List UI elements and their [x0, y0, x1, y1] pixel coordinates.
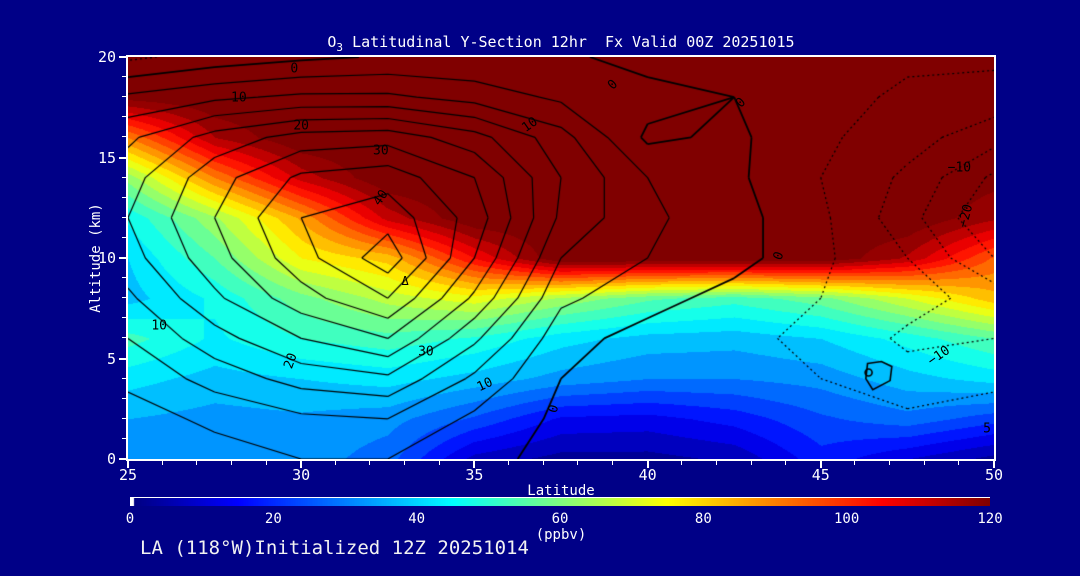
x-minor-tick: [958, 461, 960, 465]
x-tick-label: 25: [118, 466, 138, 484]
chart-title-rest: Latitudinal Y-Section 12hr Fx Valid 00Z …: [343, 33, 795, 51]
x-minor-tick: [404, 461, 406, 465]
x-axis-title: Latitude: [527, 483, 595, 499]
x-major-tick: [127, 461, 129, 468]
x-minor-tick: [542, 461, 544, 465]
contour-label: 30: [418, 344, 434, 360]
y-tick-label: 0: [106, 450, 116, 468]
y-minor-tick: [122, 196, 126, 198]
y-tick-label: 5: [106, 349, 116, 368]
x-major-tick: [993, 461, 995, 468]
y-major-tick: [119, 56, 126, 58]
x-minor-tick: [438, 461, 440, 465]
x-major-tick: [646, 461, 649, 468]
x-major-tick: [300, 461, 303, 468]
colorbar-tick-label: 40: [408, 511, 426, 527]
x-tick-label: 35: [465, 466, 484, 484]
contour-label: 0: [604, 77, 622, 94]
x-minor-tick: [715, 461, 717, 465]
y-major-tick: [119, 458, 126, 460]
y-minor-tick: [122, 417, 126, 419]
contour-label: 20: [293, 118, 310, 134]
x-minor-tick: [854, 461, 856, 465]
chart-title: O3 Latitudinal Y-Section 12hr Fx Valid 0…: [128, 33, 994, 54]
x-major-tick: [819, 461, 822, 468]
contour-label: −10: [924, 343, 953, 370]
y-tick-label: 10: [97, 249, 116, 267]
colorbar-tick-label: 20: [264, 511, 282, 527]
contour-label: 5: [983, 421, 991, 437]
x-minor-tick: [750, 461, 752, 465]
x-tick-label: 30: [292, 466, 311, 484]
y-minor-tick: [122, 297, 126, 299]
y-minor-tick: [122, 136, 126, 138]
field-max-marker: Δ: [401, 274, 409, 289]
x-minor-tick: [681, 461, 683, 465]
contour-label: 0: [545, 403, 563, 415]
y-major-tick: [119, 156, 126, 159]
y-tick-label: 20: [97, 48, 116, 66]
colorbar-tick-label: 80: [694, 511, 712, 527]
contour-labels-layer: 0 10 20 30 10 40 30 20 10 10 0 0 0 0 −10 −20 −10 5 Δ: [128, 57, 994, 459]
y-minor-tick: [122, 76, 126, 78]
x-minor-tick: [889, 461, 891, 465]
contour-label: 10: [151, 318, 167, 334]
colorbar-tick-label: 60: [551, 511, 569, 527]
contour-label: 10: [519, 114, 541, 136]
colorbar-tick-label: 120: [977, 511, 1003, 527]
contour-label: 20: [281, 350, 301, 371]
y-major-tick: [119, 257, 126, 259]
contour-label: 10: [474, 374, 496, 395]
x-minor-tick: [265, 461, 267, 465]
y-minor-tick: [122, 236, 126, 238]
x-minor-tick: [334, 461, 336, 465]
x-minor-tick: [161, 461, 163, 465]
y-tick-label: 15: [97, 148, 116, 167]
x-tick-label: 40: [638, 466, 657, 484]
x-tick-label: 50: [984, 466, 1004, 484]
contour-label: 0: [290, 61, 299, 77]
y-minor-tick: [122, 317, 126, 319]
contour-label: 30: [373, 143, 389, 159]
contour-label: 40: [370, 186, 392, 209]
y-minor-tick: [122, 397, 126, 399]
contour-label: −10: [947, 160, 972, 176]
colorbar: [130, 497, 990, 506]
contour-label: 10: [231, 90, 247, 106]
x-minor-tick: [785, 461, 787, 465]
x-tick-label: 45: [811, 466, 830, 484]
y-minor-tick: [122, 216, 126, 218]
y-minor-tick: [122, 116, 126, 118]
y-minor-tick: [122, 277, 126, 279]
plot-area: 0 10 20 30 10 40 30 20 10 10 0 0 0 0 −10 −20 −10 5 Δ: [126, 55, 996, 461]
x-minor-tick: [923, 461, 925, 465]
colorbar-tick-label: 0: [125, 511, 135, 527]
contour-field-canvas: [128, 57, 994, 459]
x-minor-tick: [369, 461, 371, 465]
x-minor-tick: [508, 461, 510, 465]
y-minor-tick: [122, 337, 126, 339]
colorbar-unit-label: (ppbv): [535, 527, 587, 543]
chart-title-subscript: 3: [336, 41, 344, 54]
x-major-tick: [473, 461, 476, 468]
x-minor-tick: [611, 461, 613, 465]
chart-title-base: O: [327, 33, 337, 51]
initialization-info: LA (118°W)Initialized 12Z 20251014: [140, 537, 529, 559]
y-minor-tick: [122, 377, 126, 379]
x-minor-tick: [196, 461, 198, 465]
contour-label: 0: [770, 249, 788, 263]
y-minor-tick: [122, 437, 126, 439]
colorbar-gradient-canvas: [130, 498, 990, 506]
colorbar-tick-label: 100: [834, 511, 860, 527]
contour-label: −20: [955, 202, 977, 230]
x-minor-tick: [577, 461, 579, 465]
contour-label: 0: [733, 95, 750, 112]
y-minor-tick: [122, 96, 126, 98]
y-major-tick: [119, 357, 126, 360]
y-minor-tick: [122, 176, 126, 178]
x-minor-tick: [230, 461, 232, 465]
